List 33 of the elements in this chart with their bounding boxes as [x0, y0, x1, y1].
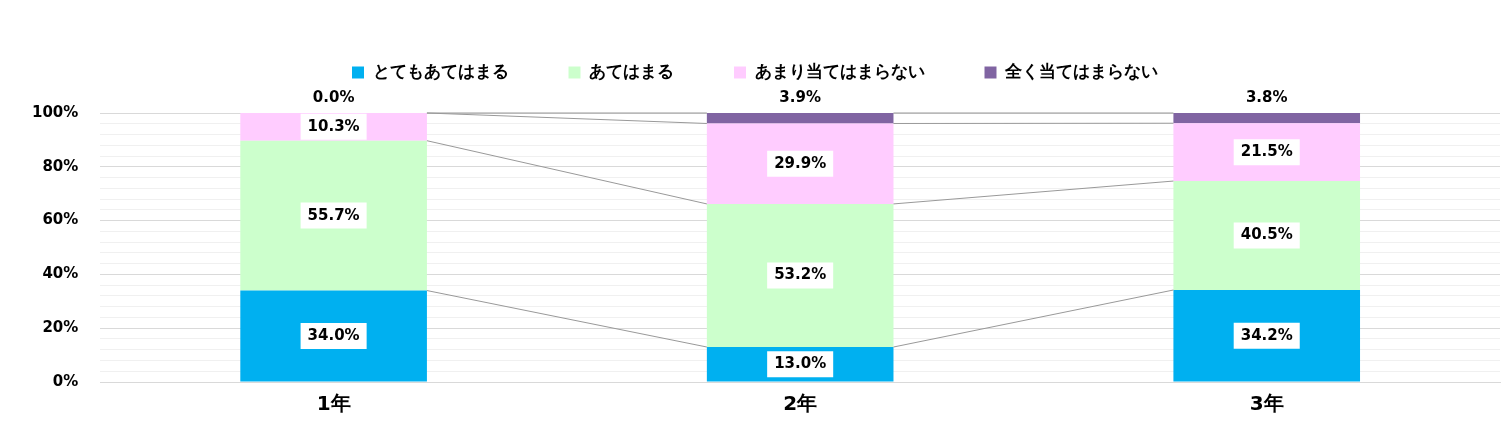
- data-label: 0.0%: [312, 87, 355, 106]
- data-label: 40.5%: [1240, 225, 1293, 244]
- data-label: 21.5%: [1240, 142, 1293, 161]
- data-label: 34.2%: [1240, 325, 1293, 344]
- data-label: 29.9%: [774, 153, 827, 172]
- y-tick-label: 40%: [42, 264, 79, 283]
- x-tick-label: 3年: [1249, 391, 1284, 416]
- x-tick-label: 2年: [783, 391, 818, 416]
- data-label: 53.2%: [774, 265, 827, 284]
- y-tick-label: 60%: [42, 210, 79, 229]
- y-tick-label: 100%: [32, 102, 79, 121]
- data-label: 34.0%: [307, 325, 360, 344]
- bar: [706, 203, 894, 348]
- bar: [706, 113, 894, 124]
- bar: [1173, 290, 1361, 382]
- y-tick-label: 0%: [52, 371, 79, 390]
- legend-label: あまり当てはまらない: [754, 60, 925, 81]
- x-tick-label: 1年: [316, 391, 351, 416]
- y-tick-label: 20%: [42, 318, 79, 337]
- legend-label: あてはまる: [589, 60, 674, 81]
- legend-label: 全く当てはまらない: [1004, 60, 1158, 81]
- data-label: 3.8%: [1245, 87, 1288, 106]
- data-label: 55.7%: [307, 205, 360, 224]
- data-label: 3.9%: [779, 87, 821, 106]
- bar: [1173, 181, 1361, 290]
- bar: [1173, 113, 1361, 124]
- y-tick-label: 80%: [42, 156, 79, 175]
- bar: [240, 140, 427, 291]
- legend-label: とてもあてはまる: [372, 60, 509, 81]
- bar: [240, 290, 427, 382]
- data-label: 10.3%: [307, 116, 360, 135]
- data-label: 13.0%: [774, 354, 827, 373]
- bar: [706, 123, 894, 204]
